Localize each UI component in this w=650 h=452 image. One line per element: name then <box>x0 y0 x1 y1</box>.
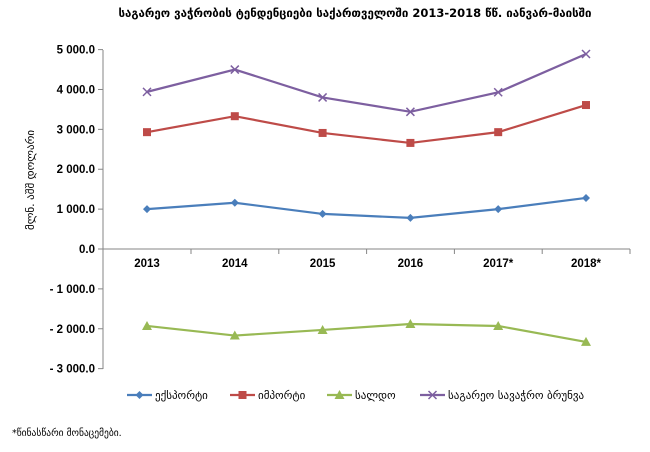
x-tick-label: 2013 <box>134 258 160 270</box>
y-tick-label: 4 000.0 <box>57 84 95 96</box>
legend-marker <box>427 390 438 400</box>
footnote: *წინასწარი მონაცემები. <box>12 428 122 439</box>
y-tick-label: - 3 000.0 <box>50 364 95 376</box>
data-point <box>318 128 327 137</box>
x-tick-label: 2014 <box>222 258 248 270</box>
series-2 <box>142 318 591 346</box>
series-0 <box>143 193 590 222</box>
data-point <box>494 128 503 137</box>
data-point <box>582 193 590 202</box>
y-tick-label: 3 000.0 <box>57 124 95 136</box>
series-line <box>146 52 587 113</box>
y-tick-label: - 1 000.0 <box>50 284 95 296</box>
line-chart: საგარეო ვაჭრობის ტენდენციები საქართველოშ… <box>24 6 631 402</box>
data-point <box>493 320 504 330</box>
data-point <box>229 330 240 340</box>
legend-label: ექსპორტი <box>155 389 208 402</box>
legend-marker <box>135 391 144 399</box>
data-point <box>230 112 239 121</box>
x-tick-label: 2016 <box>398 258 424 270</box>
legend-marker <box>238 391 247 399</box>
data-point <box>142 320 152 330</box>
y-tick-label: 5 000.0 <box>57 45 95 57</box>
data-point <box>406 138 415 147</box>
data-point <box>581 49 591 59</box>
series-line <box>146 103 587 145</box>
data-point <box>230 198 239 207</box>
x-tick-label: 2015 <box>310 258 336 270</box>
legend-label: სალდო <box>355 389 396 402</box>
data-point <box>142 87 152 97</box>
y-tick-label: 0.0 <box>79 244 95 256</box>
series-1 <box>143 101 590 147</box>
data-point <box>143 205 151 214</box>
y-tick-label: 1 000.0 <box>57 204 95 216</box>
y-axis-label: მლნ. აშშ დოლარი <box>24 130 37 230</box>
data-point <box>581 336 591 346</box>
x-tick-label: 2017* <box>483 258 514 270</box>
y-tick-label: 2 000.0 <box>57 164 95 176</box>
data-point <box>406 213 415 222</box>
data-point <box>405 318 416 328</box>
data-point <box>317 324 328 334</box>
data-point <box>493 87 503 97</box>
series-3 <box>142 49 591 117</box>
data-point <box>494 205 503 214</box>
series-line <box>146 196 587 219</box>
x-tick-label: 2018* <box>571 258 602 270</box>
y-tick-label: - 2 000.0 <box>50 324 95 336</box>
legend-label: იმპორტი <box>258 389 306 402</box>
data-point <box>405 107 415 117</box>
chart-title: საგარეო ვაჭრობის ტენდენციები საქართველოშ… <box>118 6 591 20</box>
legend-label: საგარეო სავაჭრო ბრუნვა <box>448 389 585 402</box>
series-line <box>146 322 587 344</box>
legend-marker <box>334 390 345 399</box>
data-point <box>318 209 327 218</box>
data-point <box>318 92 328 102</box>
data-point <box>230 65 240 75</box>
data-point <box>582 101 590 110</box>
data-point <box>143 128 151 137</box>
